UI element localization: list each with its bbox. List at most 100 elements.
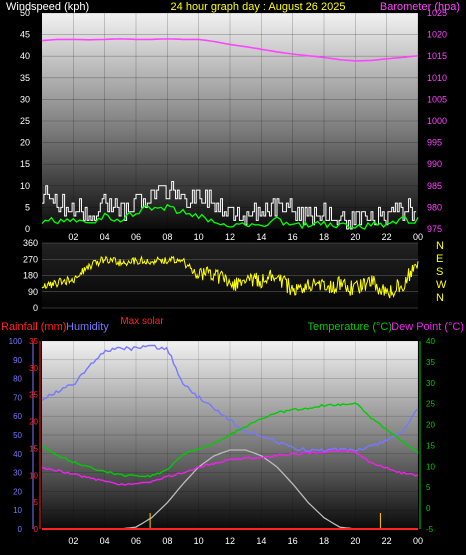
humidity-tick-label: 20 (13, 487, 22, 496)
barometer-tick-label: 985 (427, 181, 442, 191)
humidity-tick-label: 30 (13, 469, 22, 478)
time-tick-label: 14 (256, 232, 266, 242)
time-tick-label: 08 (162, 536, 172, 546)
temperature-tick-label: 25 (426, 400, 435, 409)
humidity-tick-label: 80 (13, 375, 22, 384)
windspeed-tick-label: 20 (20, 138, 30, 148)
barometer-tick-label: 990 (427, 159, 442, 169)
compass-tick-label: N (436, 240, 444, 252)
temperature-tick-label: 40 (426, 337, 435, 346)
time-tick-label: 22 (382, 536, 392, 546)
humidity-tick-label: 0 (18, 525, 23, 534)
time-tick-label: 12 (225, 536, 235, 546)
humidity-line (41, 344, 419, 453)
compass-tick-label: W (436, 279, 447, 291)
barometer-tick-label: 1010 (427, 73, 447, 83)
barometer-tick-label: 1005 (427, 94, 447, 104)
humidity-tick-label: 40 (13, 450, 22, 459)
windspeed-tick-label: 0 (25, 224, 30, 234)
time-tick-label: 02 (68, 232, 78, 242)
compass-tick-label: S (436, 266, 443, 278)
temperature-tick-label: 35 (426, 358, 435, 367)
time-tick-label: 06 (131, 232, 141, 242)
dew-point-axis-label: Dew Point (°C) (391, 321, 464, 333)
barometer-tick-label: 1015 (427, 51, 447, 61)
barometer-axis-label: Barometer (hpa) (380, 1, 460, 13)
time-tick-label: 00 (413, 536, 423, 546)
humidity-tick-label: 100 (9, 337, 23, 346)
temperature-tick-label: -5 (426, 525, 434, 534)
time-tick-label: 08 (162, 232, 172, 242)
windspeed-tick-label: 50 (20, 8, 30, 18)
barometer-tick-label: 995 (427, 138, 442, 148)
time-tick-label: 16 (288, 232, 298, 242)
time-tick-label: 02 (68, 536, 78, 546)
wind-gust-line (42, 181, 417, 230)
rainfall-tick-label: 25 (29, 391, 38, 400)
rainfall-tick-label: 10 (29, 471, 38, 480)
rainfall-tick-label: 35 (29, 337, 38, 346)
temperature-line (41, 402, 419, 478)
direction-tick-label: 270 (23, 254, 38, 264)
direction-tick-label: 0 (33, 303, 38, 313)
time-tick-label: 10 (194, 536, 204, 546)
barometer-tick-label: 975 (427, 224, 442, 234)
windspeed-tick-label: 35 (20, 73, 30, 83)
windspeed-tick-label: 10 (20, 181, 30, 191)
max-solar-label: Max solar (120, 316, 164, 327)
time-tick-label: 20 (350, 232, 360, 242)
time-tick-label: 18 (319, 232, 329, 242)
temperature-tick-label: 20 (426, 421, 435, 430)
temperature-tick-label: 10 (426, 462, 435, 471)
time-tick-label: 04 (100, 232, 110, 242)
humidity-tick-label: 10 (13, 506, 22, 515)
rainfall-tick-label: 30 (29, 364, 38, 373)
windspeed-tick-label: 40 (20, 51, 30, 61)
dew-point-line (41, 449, 419, 486)
temperature-axis-label: Temperature (°C) (308, 321, 392, 333)
temperature-tick-label: 30 (426, 379, 435, 388)
temperature-tick-label: 0 (426, 504, 431, 513)
rainfall-axis-label: Rainfall (mm) (1, 321, 66, 333)
time-tick-label: 10 (194, 232, 204, 242)
humidity-tick-label: 60 (13, 412, 22, 421)
barometer-tick-label: 1020 (427, 30, 447, 40)
time-tick-label: 00 (413, 232, 423, 242)
time-tick-label: 20 (350, 536, 360, 546)
rainfall-tick-label: 0 (34, 525, 39, 534)
rainfall-tick-label: 20 (29, 418, 38, 427)
time-tick-label: 06 (131, 536, 141, 546)
time-tick-label: 18 (319, 536, 329, 546)
windspeed-tick-label: 25 (20, 116, 30, 126)
direction-tick-label: 90 (28, 287, 38, 297)
direction-tick-label: 180 (23, 271, 38, 281)
wind-average-line (41, 203, 419, 230)
compass-tick-label: E (436, 253, 443, 265)
humidity-tick-label: 50 (13, 431, 22, 440)
windspeed-tick-label: 15 (20, 159, 30, 169)
temperature-tick-label: 5 (426, 483, 431, 492)
compass-tick-label: N (436, 292, 444, 304)
humidity-axis-label: Humidity (66, 321, 109, 333)
windspeed-tick-label: 45 (20, 30, 30, 40)
humidity-tick-label: 90 (13, 356, 22, 365)
humidity-tick-label: 70 (13, 393, 22, 402)
rainfall-tick-label: 15 (29, 444, 38, 453)
time-tick-label: 16 (288, 536, 298, 546)
wind-direction-line (41, 255, 419, 299)
temperature-tick-label: 15 (426, 441, 435, 450)
rainfall-tick-label: 5 (34, 498, 39, 507)
time-tick-label: 04 (100, 536, 110, 546)
time-tick-label: 12 (225, 232, 235, 242)
barometer-tick-label: 1025 (427, 8, 447, 18)
barometer-tick-label: 980 (427, 202, 442, 212)
barometer-line (41, 38, 419, 62)
windspeed-tick-label: 5 (25, 202, 30, 212)
chart-title: 24 hour graph day : August 26 2025 (171, 1, 346, 13)
wind-panel-background (42, 13, 418, 229)
direction-tick-label: 360 (23, 238, 38, 248)
